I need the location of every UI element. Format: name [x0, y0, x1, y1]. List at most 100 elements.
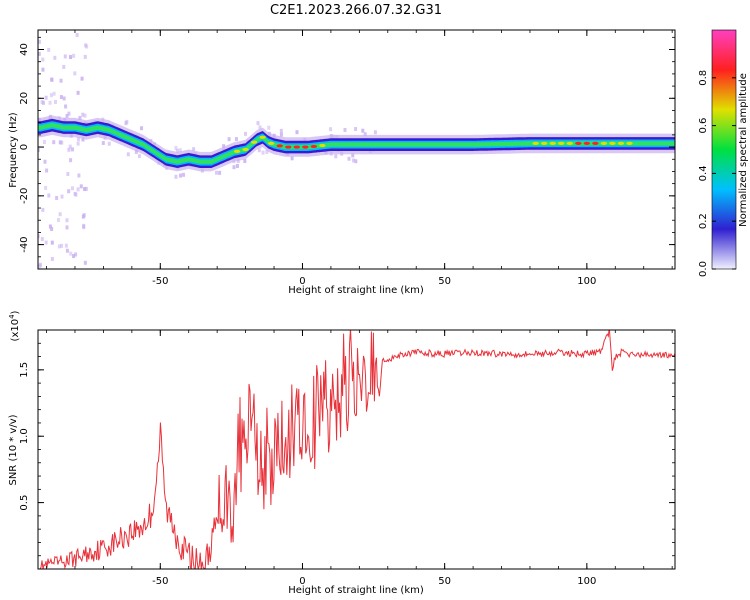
snr-plot-area — [38, 330, 675, 569]
spectrogram-peak-cell — [242, 147, 249, 152]
spectrogram-noise-cell — [44, 240, 48, 245]
spectrogram-noise-cell — [352, 158, 356, 163]
colorbar-tick-label: 0.8 — [698, 70, 709, 86]
spectrogram-noise-cell — [81, 137, 85, 142]
spectrogram-noise-cell — [354, 127, 358, 132]
colorbar-tick-label: 0.4 — [698, 165, 709, 181]
spectrogram-plot-area — [38, 33, 675, 269]
spectrogram-noise-cell — [50, 256, 54, 261]
spectrogram-peak-cell — [250, 140, 258, 144]
colorbar-tick-label: 0.0 — [698, 261, 709, 277]
spectrogram-noise-cell — [75, 33, 79, 38]
spectrogram-noise-cell — [182, 172, 186, 177]
spectrogram-noise-cell — [361, 128, 365, 133]
spectrogram-noise-cell — [76, 187, 80, 192]
spectrogram-noise-cell — [256, 121, 260, 126]
spectrogram-noise-cell — [49, 93, 53, 98]
spectrogram-peak-cell — [310, 144, 318, 149]
spectrogram-peak-cell — [558, 141, 565, 146]
spectrogram-noise-cell — [235, 164, 239, 169]
spectrogram-noise-cell — [363, 132, 367, 137]
y-tick-label: -40 — [19, 236, 30, 252]
spectrogram-noise-cell — [69, 251, 73, 256]
spectrogram-noise-cell — [137, 154, 141, 159]
y-tick-label: -20 — [19, 188, 30, 204]
spectrogram-noise-cell — [134, 149, 138, 154]
spectrogram-peak-cell — [592, 141, 599, 146]
spectrogram-noise-cell — [65, 218, 69, 223]
spectrogram-noise-cell — [64, 104, 68, 109]
figure-title: C2E1.2023.266.07.32.G31 — [270, 3, 442, 18]
snr-multiplier: (x104) — [8, 310, 21, 341]
colorbar-tick-label: 0.2 — [698, 213, 709, 229]
spectrogram-noise-cell — [72, 254, 76, 259]
spectrogram-noise-cell — [67, 111, 71, 116]
spectrogram-noise-cell — [52, 91, 56, 96]
spectrogram-noise-cell — [67, 147, 71, 152]
spectrogram-noise-cell — [44, 95, 48, 100]
spectrogram-noise-cell — [83, 260, 87, 265]
spectrogram-noise-cell — [222, 144, 226, 149]
y-tick-label: 40 — [19, 43, 30, 56]
spectrogram-noise-cell — [124, 121, 128, 126]
spectrogram-noise-cell — [80, 76, 84, 81]
spectrogram-noise-cell — [79, 184, 83, 189]
spectrogram-noise-cell — [178, 148, 182, 153]
spectrogram-noise-cell — [40, 100, 44, 105]
spectrogram-noise-cell — [82, 223, 86, 228]
spectrogram-peak-cell — [285, 145, 292, 149]
spectrogram-noise-cell — [55, 195, 59, 200]
spectrogram-peak-cell — [259, 135, 266, 139]
spectrogram-noise-cell — [76, 141, 80, 146]
spectrogram-noise-cell — [334, 154, 338, 159]
colorbar: 0.0 0.2 0.4 0.6 0.8 Normalized spectral ampl… — [698, 29, 749, 277]
snr-axes: -50 0 50 100 0.5 1.0 1.5 — [19, 330, 675, 587]
spectrogram-noise-cell — [52, 140, 56, 145]
spectrogram-noise-cell — [290, 156, 294, 161]
spectrogram-noise-cell — [140, 126, 144, 131]
x-tick-label: 50 — [438, 576, 451, 587]
spectrogram-noise-cell — [373, 130, 377, 135]
spectrogram-peak-cell — [566, 141, 573, 146]
spectrogram-noise-cell — [227, 137, 231, 142]
spectrogram-noise-cell — [174, 145, 178, 150]
spectrogram-noise-cell — [59, 95, 63, 100]
y-tick-label: 0.5 — [19, 495, 30, 511]
spectrogram-noise-cell — [84, 186, 88, 191]
spectrogram-peak-cell — [609, 141, 616, 146]
spectrogram-noise-cell — [83, 113, 87, 118]
x-tick-label: -50 — [152, 576, 168, 587]
spectrogram-noise-cell — [354, 159, 358, 164]
spectrogram-noise-cell — [59, 78, 63, 83]
spectrogram-noise-cell — [257, 148, 261, 153]
spectrogram-noise-cell — [214, 170, 218, 175]
spectrogram-peak-cell — [617, 141, 625, 146]
spectrogram-noise-cell — [44, 185, 48, 190]
spectrogram-noise-cell — [38, 39, 42, 44]
spectrogram-noise-cell — [244, 131, 248, 136]
spectrogram-noise-cell — [232, 165, 236, 170]
x-tick-label: 0 — [299, 276, 305, 287]
spectrogram-noise-cell — [48, 224, 52, 229]
spectrogram-noise-cell — [62, 64, 66, 69]
spectrogram-noise-cell — [81, 112, 85, 117]
spectrogram-noise-cell — [78, 116, 82, 121]
y-tick-label: 1.5 — [19, 362, 30, 378]
spectrogram-peak-cell — [302, 145, 309, 149]
spectrogram-noise-cell — [258, 125, 262, 130]
spectrogram-noise-cell — [41, 57, 45, 62]
spectrogram-noise-cell — [73, 71, 77, 76]
x-tick-label: -50 — [152, 276, 168, 287]
spectrogram-noise-cell — [74, 252, 78, 257]
spectrogram-noise-cell — [174, 174, 178, 179]
snr-series-line — [38, 330, 675, 569]
spectrogram-noise-cell — [107, 141, 111, 146]
spectrogram-noise-cell — [56, 218, 60, 223]
spectrogram-noise-cell — [57, 244, 61, 249]
spectrogram-noise-cell — [82, 213, 86, 218]
spectrogram-noise-cell — [347, 156, 351, 161]
spectrogram-peak-cell — [600, 141, 608, 146]
spectrogram-noise-cell — [69, 55, 73, 60]
x-tick-label: 100 — [577, 276, 596, 287]
